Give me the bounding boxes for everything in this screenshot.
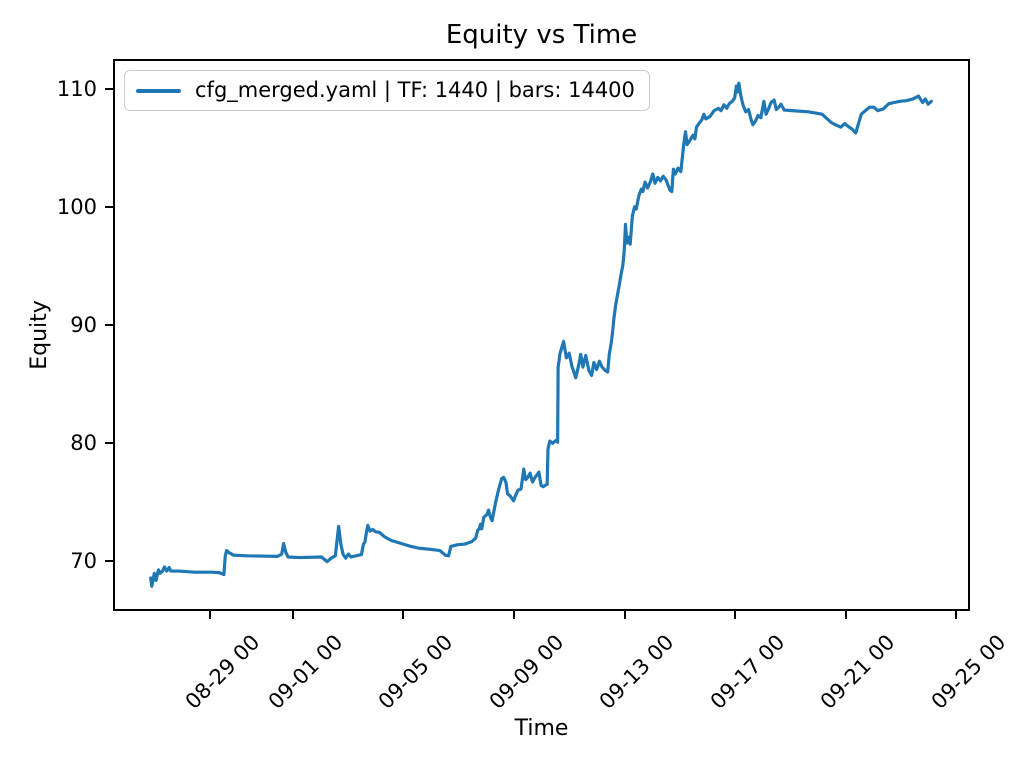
x-tick-mark (513, 611, 515, 619)
x-tick-label: 09-21 00 (815, 630, 900, 714)
x-tick-label: 09-17 00 (705, 630, 790, 714)
equity-line-chart (149, 81, 933, 588)
equity-series-line (149, 81, 933, 588)
y-tick-mark (105, 205, 113, 208)
y-tick-label: 70 (70, 548, 97, 573)
x-tick-mark (955, 611, 958, 619)
legend: cfg_merged.yaml | TF: 1440 | bars: 14400 (124, 70, 650, 111)
y-tick-mark (105, 441, 113, 444)
y-tick-label: 100 (56, 194, 97, 219)
x-tick-mark (209, 611, 211, 619)
x-tick-label: 09-01 00 (263, 630, 347, 714)
x-tick-mark (402, 611, 405, 619)
x-tick-label: 09-13 00 (594, 630, 679, 714)
x-axis-label: Time (514, 716, 569, 741)
y-tick-label: 110 (56, 76, 97, 101)
y-tick-mark (105, 559, 113, 562)
legend-label: cfg_merged.yaml | TF: 1440 | bars: 14400 (195, 78, 635, 102)
y-tick-mark (105, 87, 113, 90)
x-tick-label: 09-05 00 (373, 630, 458, 714)
x-tick-label: 09-09 00 (484, 630, 568, 714)
chart-title: Equity vs Time (445, 20, 638, 50)
plot-area: cfg_merged.yaml | TF: 1440 | bars: 14400 (113, 59, 970, 611)
x-tick-mark (734, 611, 737, 619)
y-tick-label: 90 (70, 312, 97, 337)
x-tick-mark (623, 611, 626, 619)
legend-line-sample-icon (136, 88, 181, 93)
y-tick-mark (105, 323, 113, 326)
y-tick-label: 80 (70, 430, 97, 455)
x-tick-mark (844, 611, 847, 619)
x-tick-label: 08-29 00 (180, 630, 264, 714)
x-tick-mark (291, 611, 294, 619)
x-tick-label: 09-25 00 (926, 630, 1011, 714)
